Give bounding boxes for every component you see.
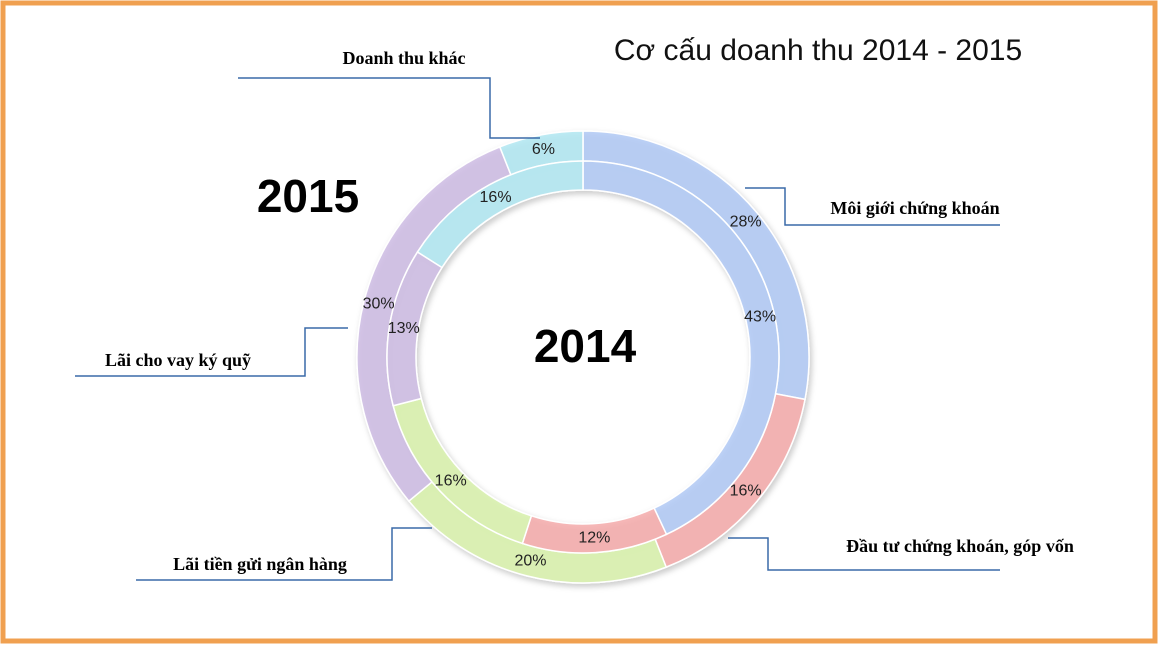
value-label: 43% [744, 309, 776, 326]
chart-title: Cơ cấu doanh thu 2014 - 2015 [614, 34, 1022, 67]
category-label: Lãi cho vay ký quỹ [105, 350, 251, 370]
value-label: 16% [480, 189, 512, 206]
value-label: 20% [515, 553, 547, 570]
category-label: Doanh thu khác [342, 48, 465, 68]
value-label: 12% [578, 529, 610, 546]
leader-line [136, 527, 432, 581]
leader-line [745, 187, 1000, 226]
value-label: 6% [532, 141, 555, 158]
value-label: 30% [363, 296, 395, 313]
inner-ring-name: 2014 [534, 320, 637, 372]
leader-line [728, 537, 1000, 571]
category-label: Môi giới chứng khoán [830, 198, 999, 218]
category-label: Đầu tư chứng khoán, góp vốn [846, 536, 1074, 556]
ring-segment [416, 160, 584, 269]
leader-line [75, 327, 348, 377]
value-label: 13% [388, 320, 420, 337]
category-label: Lãi tiền gửi ngân hàng [173, 554, 347, 574]
value-label: 16% [730, 483, 762, 500]
value-label: 16% [435, 472, 467, 489]
outer-ring-name: 2015 [257, 170, 359, 222]
leader-line [238, 77, 540, 139]
value-label: 28% [730, 214, 762, 231]
